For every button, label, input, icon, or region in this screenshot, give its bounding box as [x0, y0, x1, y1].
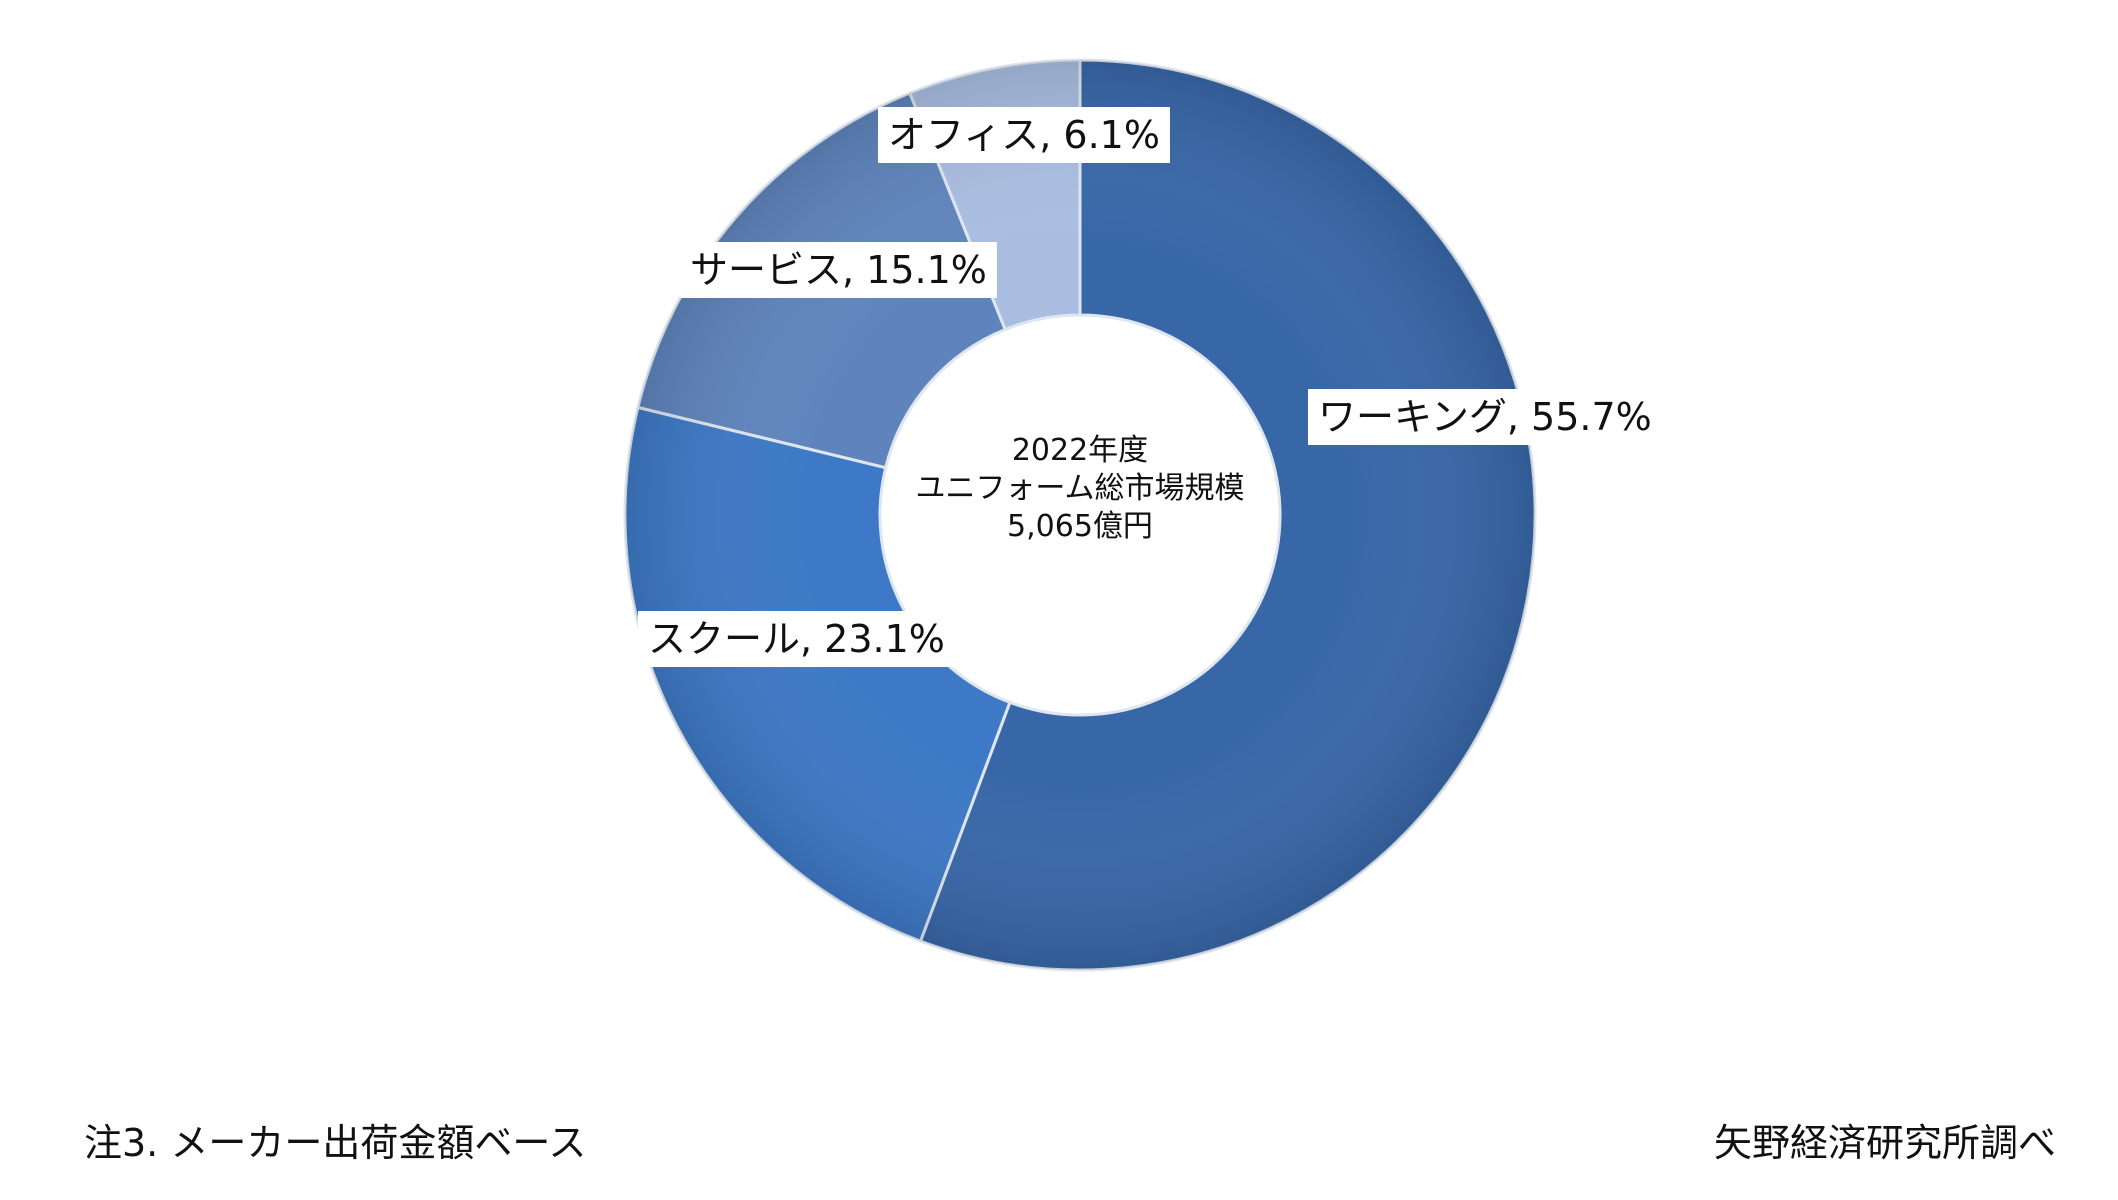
- slice-label-text-2: スクール, 23.1%: [648, 617, 945, 661]
- center-line-year: 2022年度: [1012, 433, 1148, 468]
- slice-label-4: オフィス, 6.1%: [878, 107, 1170, 163]
- slice-label-box-1: [1308, 389, 1662, 445]
- slice-label-text-3: サービス, 15.1%: [690, 248, 987, 292]
- slice-labels: ワーキング, 55.7% スクール, 23.1% サービス, 15.1% オフィス, …: [638, 107, 1662, 667]
- slice-label-text-4: オフィス, 6.1%: [888, 113, 1160, 157]
- slice-label-box-2: [638, 611, 955, 667]
- slice-label-text-1: ワーキング, 55.7%: [1318, 395, 1652, 439]
- center-line-title: ユニフォーム総市場規模: [915, 471, 1244, 506]
- slice-label-box-4: [878, 107, 1170, 163]
- center-line-value: 5,065億円: [1007, 509, 1153, 544]
- slice-label-2: スクール, 23.1%: [638, 611, 955, 667]
- slice-label-1: ワーキング, 55.7%: [1308, 389, 1662, 445]
- footnote-note: 注3. メーカー出荷金額ベース: [84, 1121, 587, 1165]
- slice-label-3: サービス, 15.1%: [680, 242, 997, 298]
- slice-label-box-3: [680, 242, 997, 298]
- donut-center-text: 2022年度 ユニフォーム総市場規模 5,065億円: [915, 433, 1244, 544]
- footnote-source: 矢野経済研究所調べ: [1713, 1121, 2056, 1165]
